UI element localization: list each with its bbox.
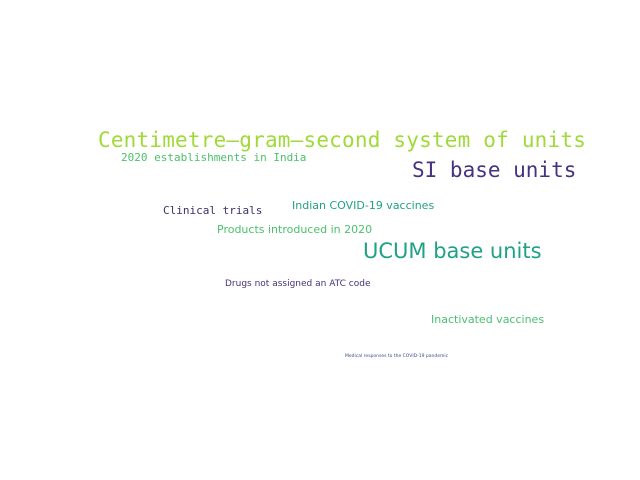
word-clinical-trials: Clinical trials <box>163 204 263 217</box>
word-drugs-not-assigned-atc: Drugs not assigned an ATC code <box>225 279 371 289</box>
word-cgs-system-of-units: Centimetre–gram–second system of units <box>98 128 587 152</box>
word-inactivated-vaccines: Inactivated vaccines <box>431 313 545 326</box>
word-ucum-base-units: UCUM base units <box>363 239 542 263</box>
word-indian-covid-vaccines: Indian COVID-19 vaccines <box>292 199 435 212</box>
word-products-introduced-2020: Products introduced in 2020 <box>217 223 373 236</box>
word-medical-responses-covid: Medical responses to the COVID-19 pandem… <box>345 354 449 359</box>
word-si-base-units: SI base units <box>412 158 577 182</box>
word-2020-establishments-india: 2020 establishments in India <box>121 151 307 164</box>
